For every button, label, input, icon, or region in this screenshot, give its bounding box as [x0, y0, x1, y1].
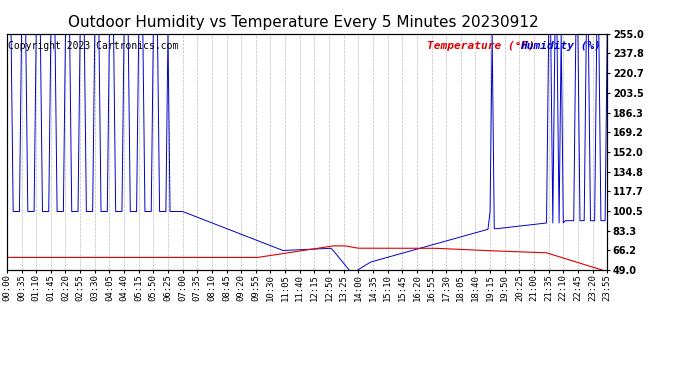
Text: Outdoor Humidity vs Temperature Every 5 Minutes 20230912: Outdoor Humidity vs Temperature Every 5 … [68, 15, 539, 30]
Text: Humidity (%): Humidity (%) [520, 41, 601, 51]
Text: Temperature (°F): Temperature (°F) [427, 41, 535, 51]
Text: Copyright 2023 Cartronics.com: Copyright 2023 Cartronics.com [8, 41, 179, 51]
